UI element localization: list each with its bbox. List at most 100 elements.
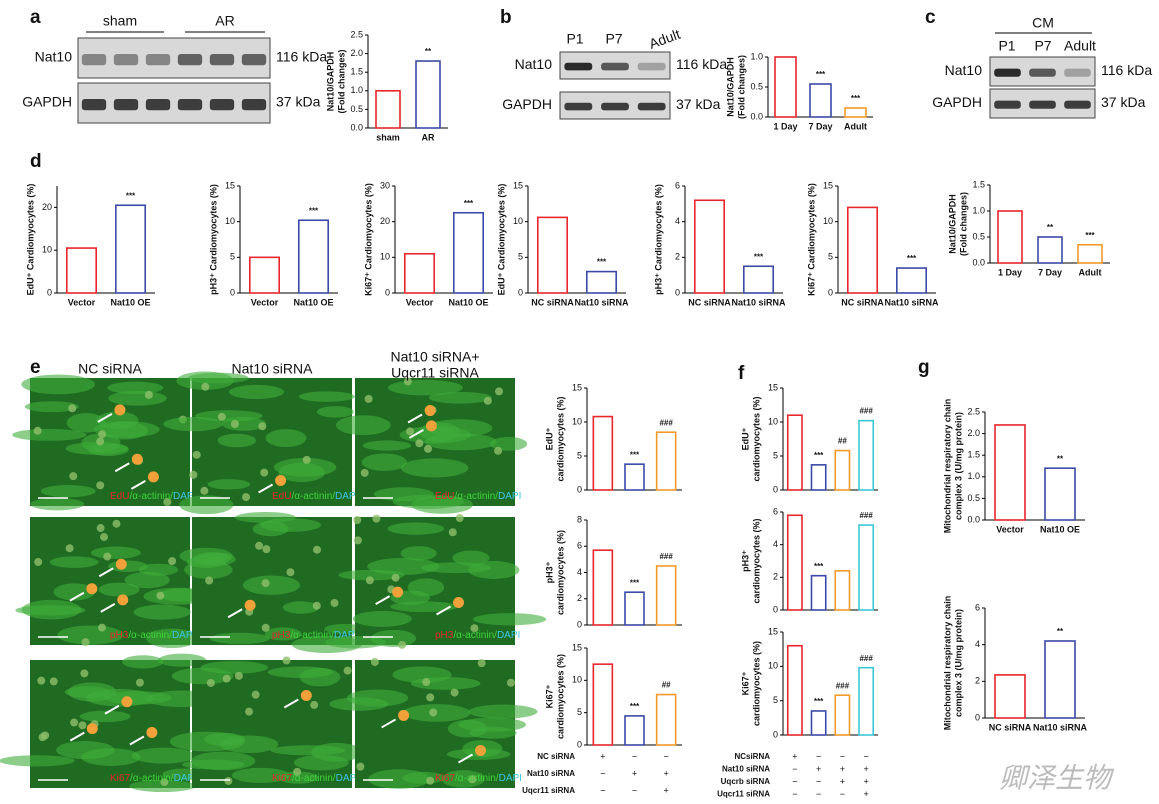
significance: ### bbox=[859, 654, 873, 663]
y-tick-label: 1.5 bbox=[967, 450, 980, 460]
y-tick-label: 4 bbox=[773, 539, 778, 549]
cell bbox=[293, 754, 349, 771]
bar bbox=[834, 569, 851, 611]
caption-part: DAPI bbox=[172, 630, 195, 641]
lane-label: P1 bbox=[566, 31, 583, 47]
bar bbox=[585, 270, 617, 294]
y-tick-label: 0.0 bbox=[350, 122, 363, 132]
y-tick-label: 0 bbox=[773, 729, 778, 739]
cell bbox=[370, 629, 417, 648]
x-tick-label: Vector bbox=[68, 297, 96, 307]
y-tick-label: 0.5 bbox=[972, 231, 985, 241]
condition-mark: − bbox=[792, 764, 797, 774]
caption-part: pH3 bbox=[435, 630, 454, 641]
bar bbox=[66, 247, 98, 294]
cell bbox=[49, 556, 99, 568]
cell bbox=[270, 745, 346, 756]
nucleus bbox=[353, 515, 362, 524]
bar bbox=[1077, 244, 1103, 264]
nucleus bbox=[422, 678, 431, 687]
caption-part: Ki67 bbox=[435, 773, 455, 784]
y-axis-label: cardiomyocytes (%) bbox=[555, 654, 565, 739]
lane-label: P7 bbox=[1034, 38, 1051, 54]
positive-nucleus bbox=[86, 583, 98, 595]
condition-mark: − bbox=[816, 751, 821, 761]
band bbox=[145, 54, 171, 66]
panel-label: g bbox=[918, 357, 930, 378]
bar bbox=[624, 715, 645, 746]
nucleus bbox=[156, 591, 165, 600]
condition-mark: − bbox=[816, 776, 821, 786]
y-axis-label: EdU⁺ Cardiomyocytes (%) bbox=[25, 184, 35, 296]
row-label: Uqcr11 siRNA bbox=[522, 786, 575, 795]
cell bbox=[316, 406, 354, 418]
y-tick-label: 15 bbox=[572, 642, 582, 652]
y-tick-label: 5 bbox=[828, 252, 833, 262]
x-tick-label: NC siRNA bbox=[989, 722, 1032, 732]
condition-mark: − bbox=[816, 789, 821, 799]
panel-label: d bbox=[30, 151, 42, 172]
bar bbox=[403, 252, 435, 294]
lane-label: Adult bbox=[1064, 38, 1096, 54]
band bbox=[994, 68, 1021, 77]
cell bbox=[361, 453, 408, 471]
x-tick-label: Nat10 siRNA bbox=[731, 297, 786, 307]
nucleus bbox=[70, 718, 79, 727]
y-axis-label: EdU⁺ bbox=[544, 427, 554, 450]
condition-mark: + bbox=[600, 751, 605, 761]
y-tick-label: 1.0 bbox=[967, 471, 980, 481]
condition-mark: − bbox=[600, 768, 605, 778]
arrow bbox=[100, 603, 116, 613]
bar bbox=[624, 463, 645, 491]
lane-label: P7 bbox=[605, 31, 622, 47]
row-label: Nat10 siRNA bbox=[527, 769, 575, 778]
condition-mark: − bbox=[840, 789, 845, 799]
significance: *** bbox=[754, 252, 764, 261]
y-tick-label: 2.0 bbox=[967, 428, 980, 438]
nucleus bbox=[426, 693, 435, 702]
nucleus bbox=[312, 601, 321, 610]
caption-part: pH3 bbox=[272, 630, 291, 641]
cell bbox=[411, 495, 473, 514]
band-label: Nat10 bbox=[515, 56, 553, 72]
cell bbox=[373, 487, 434, 502]
cell bbox=[468, 704, 538, 719]
caption-part: DAPI bbox=[336, 773, 359, 784]
positive-nucleus bbox=[475, 744, 487, 756]
nucleus bbox=[230, 420, 239, 429]
arrow bbox=[381, 718, 397, 729]
caption-part: DAPI bbox=[173, 491, 196, 502]
cell bbox=[21, 599, 82, 620]
nucleus bbox=[49, 677, 58, 686]
band bbox=[601, 62, 629, 71]
y-tick-label: 0.5 bbox=[750, 81, 763, 91]
bar bbox=[786, 414, 803, 491]
y-tick-label: 15 bbox=[572, 382, 582, 392]
y-tick-label: 20 bbox=[380, 216, 390, 226]
nucleus bbox=[391, 573, 400, 582]
cell bbox=[264, 627, 302, 641]
arrow bbox=[104, 704, 120, 715]
significance: *** bbox=[814, 697, 824, 706]
y-tick-label: 6 bbox=[675, 180, 680, 190]
nucleus bbox=[450, 688, 459, 697]
row-label: Uqcrb siRNA bbox=[721, 777, 771, 786]
positive-nucleus bbox=[117, 594, 129, 606]
cell bbox=[452, 550, 490, 566]
nucleus bbox=[38, 733, 47, 742]
y-tick-label: 0 bbox=[773, 604, 778, 614]
significance: *** bbox=[597, 258, 607, 267]
cell bbox=[98, 582, 140, 597]
bar bbox=[655, 565, 677, 626]
nucleus bbox=[222, 674, 231, 683]
cell bbox=[0, 755, 75, 767]
y-tick-label: 4 bbox=[975, 639, 980, 649]
y-axis-label: Mitochondrial respiratory chain bbox=[942, 399, 952, 534]
cell bbox=[90, 546, 141, 559]
significance: *** bbox=[630, 450, 640, 459]
nucleus bbox=[96, 524, 105, 533]
arrow bbox=[114, 462, 130, 473]
nucleus bbox=[429, 708, 438, 717]
cell bbox=[12, 428, 87, 441]
caption-part: /α-actinin/ bbox=[130, 773, 174, 784]
